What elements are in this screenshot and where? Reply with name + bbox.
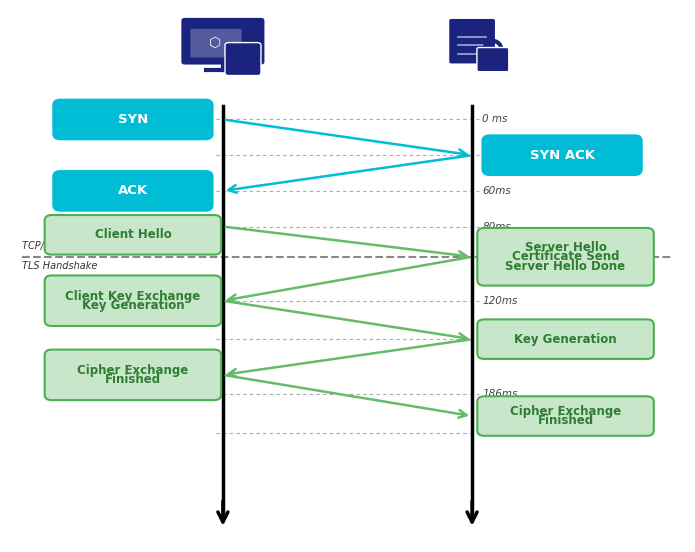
Text: Server Hello: Server Hello: [525, 241, 607, 254]
Text: TCP/IP Connect: TCP/IP Connect: [22, 241, 96, 251]
Text: Client Hello: Client Hello: [95, 229, 171, 241]
FancyBboxPatch shape: [449, 19, 495, 63]
FancyBboxPatch shape: [190, 29, 242, 57]
FancyBboxPatch shape: [181, 18, 264, 65]
Text: 80ms: 80ms: [482, 221, 512, 232]
Text: Cipher Exchange: Cipher Exchange: [77, 364, 188, 376]
FancyBboxPatch shape: [477, 320, 654, 359]
Text: Cipher Exchange: Cipher Exchange: [510, 405, 621, 418]
FancyBboxPatch shape: [477, 228, 654, 285]
Text: ⬡: ⬡: [208, 35, 220, 50]
Text: SYN ACK: SYN ACK: [530, 148, 595, 162]
Text: Finished: Finished: [105, 373, 161, 386]
Text: ACK: ACK: [118, 184, 148, 198]
Text: 186ms: 186ms: [482, 389, 518, 399]
Text: TLS Handshake: TLS Handshake: [22, 261, 97, 270]
Text: Key Generation: Key Generation: [514, 333, 617, 346]
FancyBboxPatch shape: [482, 135, 641, 175]
FancyBboxPatch shape: [477, 396, 654, 436]
FancyBboxPatch shape: [225, 43, 261, 76]
Text: 0 ms: 0 ms: [482, 114, 508, 124]
FancyBboxPatch shape: [44, 215, 221, 254]
FancyBboxPatch shape: [44, 349, 221, 400]
Text: 210ms: 210ms: [482, 428, 518, 438]
Text: SYN: SYN: [117, 113, 148, 126]
FancyBboxPatch shape: [54, 171, 213, 211]
Text: 150ms: 150ms: [482, 334, 518, 344]
Text: Client Key Exchange: Client Key Exchange: [65, 290, 201, 302]
FancyBboxPatch shape: [44, 275, 221, 326]
FancyBboxPatch shape: [477, 47, 509, 72]
Text: Server Hello Done: Server Hello Done: [505, 259, 626, 273]
Text: Certificate Send: Certificate Send: [512, 250, 619, 263]
Text: 120ms: 120ms: [482, 296, 518, 306]
Text: Key Generation: Key Generation: [81, 299, 184, 312]
Text: Finished: Finished: [537, 414, 594, 427]
FancyBboxPatch shape: [54, 100, 213, 139]
Text: 60ms: 60ms: [482, 186, 512, 196]
Text: 30ms: 30ms: [482, 150, 512, 160]
